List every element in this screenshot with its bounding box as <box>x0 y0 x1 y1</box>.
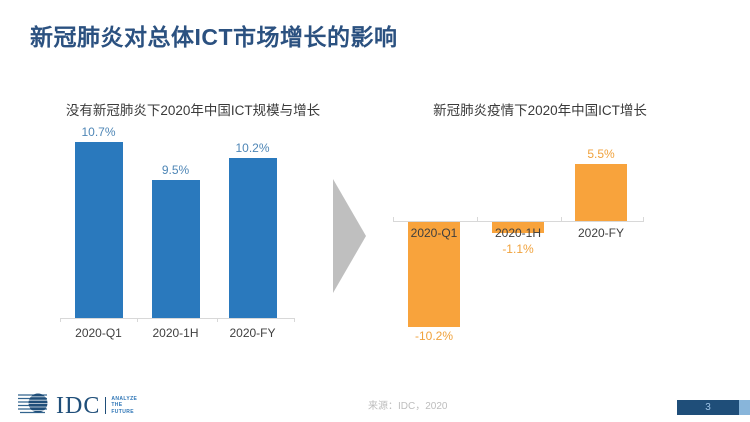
axis-tick <box>643 217 644 221</box>
value-label-2020-FY: 5.5% <box>587 147 615 162</box>
source-text: 来源：IDC，2020 <box>368 401 448 412</box>
category-label-2020-FY: 2020-FY <box>577 226 625 240</box>
chart-right-title: 新冠肺炎疫情下2020年中国ICT增长 <box>433 103 647 118</box>
axis-tick <box>217 318 218 322</box>
axis-tick <box>393 217 394 221</box>
axis-tick <box>561 217 562 221</box>
axis-tick <box>477 217 478 221</box>
category-label-2020-FY: 2020-FY <box>229 326 276 340</box>
category-label-2020-1H: 2020-1H <box>494 226 542 240</box>
x-axis <box>393 221 644 222</box>
tagline-line: FUTURE <box>111 408 135 415</box>
bar-2020-Q1 <box>74 141 123 318</box>
idc-wordmark: IDC <box>56 392 101 419</box>
category-label-2020-Q1: 2020-Q1 <box>75 326 122 340</box>
bar-2020-1H <box>492 222 544 234</box>
axis-tick <box>137 318 138 322</box>
value-label-2020-FY: 10.2% <box>235 140 270 155</box>
chart-left-title: 没有新冠肺炎下2020年中国ICT规模与增长 <box>65 103 321 118</box>
page-number-box: 3 <box>677 400 739 415</box>
category-label-2020-1H: 2020-1H <box>152 326 199 340</box>
bar-2020-FY <box>575 164 627 221</box>
tagline-line: THE <box>111 402 123 409</box>
page-number: 3 <box>705 402 711 413</box>
value-label-2020-1H: 9.5% <box>161 162 190 177</box>
category-label-2020-Q1: 2020-Q1 <box>410 226 458 240</box>
bar-2020-1H <box>151 179 200 318</box>
logo-divider <box>105 397 107 414</box>
bar-2020-FY <box>228 157 277 318</box>
page-footer-accent <box>739 400 750 415</box>
right-arrow-icon <box>333 179 366 298</box>
axis-tick <box>60 318 61 322</box>
value-label-2020-Q1: -10.2% <box>414 329 454 344</box>
idc-logo: IDC ANALYZE THE FUTURE <box>18 391 137 420</box>
value-label-2020-Q1: 10.7% <box>81 124 116 139</box>
value-label-2020-1H: -1.1% <box>502 242 534 256</box>
idc-tagline: ANALYZE THE FUTURE <box>111 396 137 415</box>
bar-2020-Q1 <box>408 222 460 328</box>
slide-title: 新冠肺炎对总体ICT市场增长的影响 <box>30 24 398 50</box>
idc-globe-icon <box>18 391 51 420</box>
tagline-line: ANALYZE <box>111 396 138 403</box>
axis-tick <box>294 318 295 322</box>
x-axis <box>60 318 295 319</box>
